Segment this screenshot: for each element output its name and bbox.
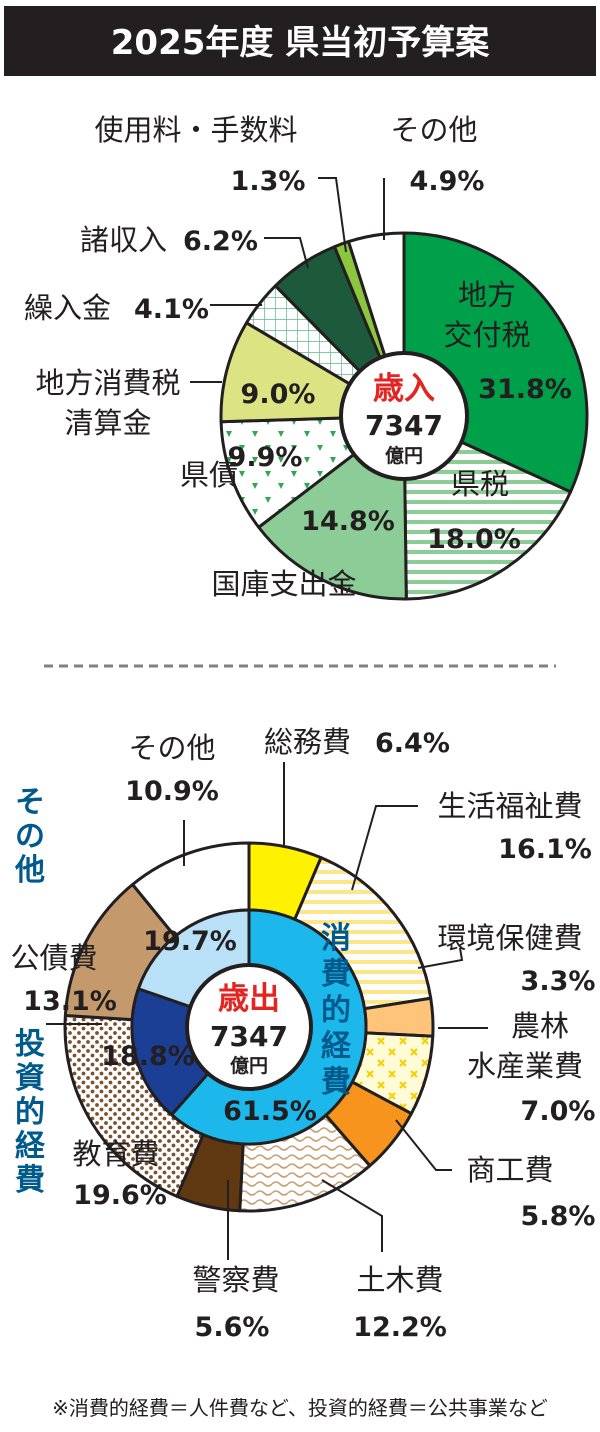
outer-leader-shoukou xyxy=(395,1119,452,1171)
outer-label-seikatsu: 生活福祉費 xyxy=(437,789,582,823)
side-label-other: 他 xyxy=(14,853,45,888)
revenue-label-sonota: その他 xyxy=(390,113,477,147)
expenditure-center-unit: 億円 xyxy=(230,1054,268,1077)
inner-label-consumption: 的 xyxy=(321,993,351,1028)
outer-leader-seikatsu xyxy=(351,805,418,891)
expenditure-center-value: 7347 xyxy=(210,1020,288,1053)
outer-leader-kankyou xyxy=(417,947,464,969)
revenue-center-disc xyxy=(339,351,469,481)
outer-value-kyouiku: 19.6% xyxy=(73,1180,167,1211)
outer-label-shoukou: 商工費 xyxy=(466,1153,553,1187)
side-label-investment: 資 xyxy=(15,1061,45,1096)
revenue-value-kokko: 14.8% xyxy=(301,506,395,537)
revenue-value-shiyouryou: 1.3% xyxy=(231,166,306,197)
side-label-other: そ xyxy=(15,785,45,820)
revenue-label-kokko: 国庫支出金 xyxy=(211,567,356,601)
revenue-label-chihou-koufuzei: 交付税 xyxy=(443,318,530,352)
outer-value-keisatsu: 5.6% xyxy=(195,1312,270,1343)
inner-label-consumption: 費 xyxy=(321,957,351,992)
revenue-value-chihou-koufuzei: 31.8% xyxy=(478,374,572,405)
revenue-label-kensai: 県債 xyxy=(180,458,238,492)
inner-label-consumption: 費 xyxy=(321,1065,351,1100)
revenue-label-shouhizei: 清算金 xyxy=(64,406,151,440)
side-label-other: の xyxy=(15,819,45,854)
revenue-leader-shoshuunyuu xyxy=(264,237,309,269)
outer-value-seikatsu: 16.1% xyxy=(498,834,592,865)
title-bar xyxy=(4,6,596,76)
outer-value-kankyou: 3.3% xyxy=(521,966,596,997)
outer-label-kyouiku: 教育費 xyxy=(72,1137,159,1171)
outer-value-soumu: 6.4% xyxy=(375,728,450,759)
revenue-value-kensai: 9.9% xyxy=(228,442,303,473)
revenue-value-kenzei: 18.0% xyxy=(427,524,521,555)
outer-label-doboku: 土木費 xyxy=(356,1263,443,1297)
outer-label-sonota: その他 xyxy=(128,731,215,765)
outer-label-nourin: 水産業費 xyxy=(467,1049,583,1083)
outer-label-kousai: 公債費 xyxy=(10,941,97,975)
side-label-investment: 的 xyxy=(15,1095,45,1130)
revenue-label-shiyouryou: 使用料・手数料 xyxy=(94,113,297,147)
footnote: ※消費的経費＝人件費など、投資的経費＝公共事業など xyxy=(52,1396,548,1420)
revenue-label-shoshuunyuu: 諸収入 xyxy=(80,223,167,257)
revenue-value-sonota: 4.9% xyxy=(410,166,485,197)
revenue-label-shouhizei: 地方消費税 xyxy=(35,366,180,400)
side-label-investment: 費 xyxy=(15,1163,45,1198)
expenditure-center-label: 歳出 xyxy=(218,981,280,1017)
outer-value-sonota: 10.9% xyxy=(125,776,219,807)
side-label-investment: 投 xyxy=(15,1027,45,1062)
revenue-center-label: 歳入 xyxy=(373,371,435,407)
outer-label-nourin: 農林 xyxy=(511,1009,569,1043)
revenue-center-unit: 億円 xyxy=(385,444,423,467)
inner-label-consumption: 消 xyxy=(321,921,351,956)
inner-value-consumption: 61.5% xyxy=(223,1096,317,1127)
revenue-label-kuriire: 繰入金 xyxy=(24,291,111,325)
revenue-center-value: 7347 xyxy=(365,409,443,442)
inner-value-other: 19.7% xyxy=(143,926,237,957)
revenue-label-kenzei: 県税 xyxy=(451,467,509,501)
outer-value-nourin: 7.0% xyxy=(521,1096,596,1127)
revenue-value-shoshuunyuu: 6.2% xyxy=(183,226,258,257)
revenue-value-shouhizei: 9.0% xyxy=(241,379,316,410)
page-title: 2025年度 県当初予算案 xyxy=(111,23,490,63)
outer-label-keisatsu: 警察費 xyxy=(192,1263,279,1297)
expenditure-center-disc xyxy=(185,963,313,1091)
outer-leader-doboku xyxy=(321,1179,383,1252)
outer-label-soumu: 総務費 xyxy=(264,725,351,759)
revenue-label-chihou-koufuzei: 地方 xyxy=(458,278,516,312)
inner-value-investment: 18.8% xyxy=(101,1041,195,1072)
outer-value-doboku: 12.2% xyxy=(353,1312,447,1343)
revenue-value-kuriire: 4.1% xyxy=(134,294,209,325)
revenue-leader-shiyouryou xyxy=(318,177,347,253)
outer-value-shoukou: 5.8% xyxy=(521,1201,596,1232)
outer-label-kankyou: 環境保健費 xyxy=(437,921,582,955)
outer-value-kousai: 13.1% xyxy=(23,986,117,1017)
inner-label-consumption: 経 xyxy=(321,1029,352,1064)
side-label-investment: 経 xyxy=(15,1129,46,1164)
